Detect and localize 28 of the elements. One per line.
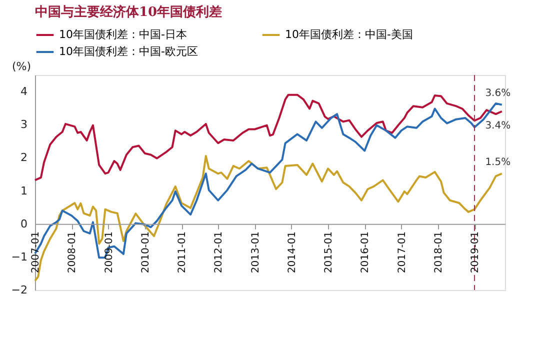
y-tick-label: 3	[20, 118, 28, 132]
x-tick-label: 2010-01	[140, 231, 152, 274]
x-tick-label: 2019-01	[470, 231, 482, 274]
annotation: 3.4%	[485, 120, 511, 132]
y-tick-label: −2	[11, 284, 28, 296]
y-tick-label: 0	[20, 217, 28, 230]
x-tick-label: 2013-01	[250, 231, 262, 274]
y-axis-title: (%)	[12, 60, 31, 73]
legend-label: 10年国债利差：中国-日本	[59, 28, 187, 41]
x-tick-label: 2009-01	[104, 231, 115, 274]
legend-label: 10年国债利差：中国-美国	[285, 28, 413, 41]
chart-title: 中国与主要经济体10年国债利差	[35, 4, 222, 20]
y-tick-label: 4	[20, 85, 28, 98]
annotation: 3.6%	[485, 88, 511, 99]
x-tick-label: 2011-01	[177, 231, 188, 274]
x-tick-label: 2015-01	[324, 231, 335, 274]
x-tick-label: 2014-01	[286, 231, 298, 274]
y-tick-label: −1	[11, 250, 28, 264]
x-tick-label: 2018-01	[433, 231, 444, 274]
legend-label: 10年国债利差：中国-欧元区	[59, 45, 198, 58]
x-tick-label: 2016-01	[360, 231, 372, 274]
x-tick-label: 2012-01	[214, 231, 225, 274]
x-tick-label: 2017-01	[396, 231, 408, 274]
x-tick-label: 2008-01	[67, 231, 78, 274]
y-tick-label: 2	[20, 151, 28, 164]
x-tick-label: 2007-01	[30, 231, 42, 274]
annotation: 1.5%	[485, 157, 511, 168]
y-tick-label: 1	[20, 184, 28, 198]
